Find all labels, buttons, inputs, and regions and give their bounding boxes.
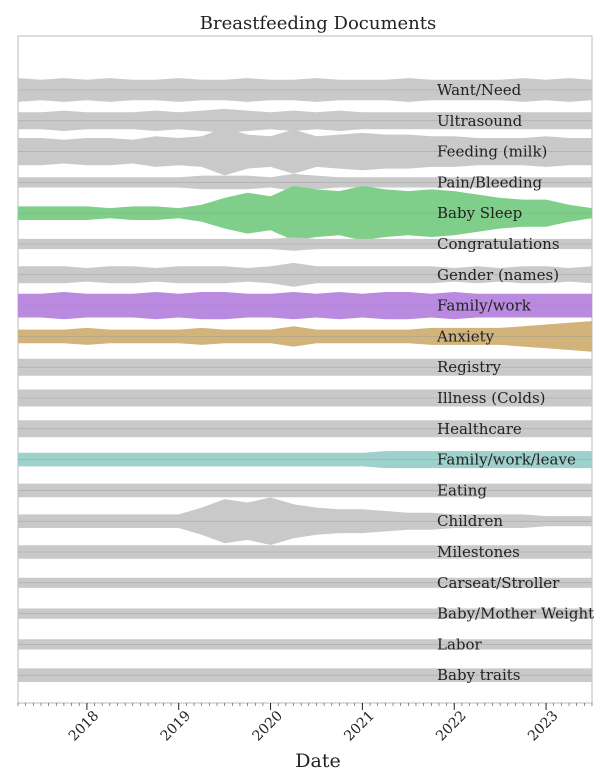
- series-label: Baby/Mother Weight: [437, 605, 594, 623]
- series-label: Congratulations: [437, 235, 560, 253]
- series-label: Registry: [437, 358, 501, 376]
- x-tick-label: 2021: [341, 708, 378, 745]
- series-label: Pain/Bleeding: [437, 173, 543, 191]
- series-label: Gender (names): [437, 266, 559, 284]
- series-label: Labor: [437, 635, 483, 653]
- series-label: Milestones: [437, 543, 520, 561]
- series-label: Family/work/leave: [437, 451, 576, 469]
- series-label: Ultrasound: [437, 112, 523, 130]
- chart-title: Breastfeeding Documents: [200, 13, 437, 34]
- series-label: Feeding (milk): [437, 143, 547, 161]
- x-tick-label: 2018: [66, 708, 103, 745]
- x-tick-label: 2020: [249, 708, 286, 745]
- series-label: Family/work: [437, 297, 532, 315]
- series-label: Baby Sleep: [437, 204, 522, 222]
- series-label: Eating: [437, 481, 487, 499]
- series-label: Baby traits: [437, 666, 520, 684]
- series-label: Illness (Colds): [437, 389, 546, 407]
- x-tick-label: 2022: [433, 708, 470, 745]
- x-tick-label: 2019: [158, 708, 195, 745]
- plot-area: Want/Need Ultrasound Feeding (milk) Pain/Bl…: [17, 35, 594, 745]
- series-label: Anxiety: [436, 327, 495, 345]
- series-label: Healthcare: [437, 420, 522, 438]
- x-tick-label: 2023: [525, 708, 562, 745]
- series-label: Children: [437, 512, 503, 530]
- series-label: Want/Need: [437, 81, 522, 99]
- series-label: Carseat/Stroller: [437, 574, 560, 592]
- x-axis-label: Date: [295, 750, 340, 772]
